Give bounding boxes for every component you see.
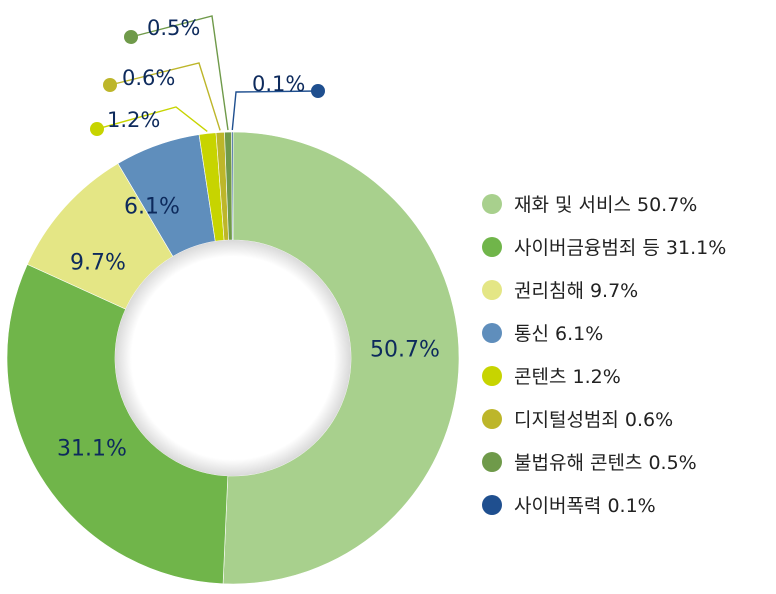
legend-swatch (482, 322, 502, 343)
legend-swatch (482, 365, 502, 386)
legend-label: 재화 및 서비스 50.7% (514, 194, 698, 216)
leader-line-7 (130, 15, 229, 131)
legend-label: 권리침해 9.7% (514, 280, 639, 302)
legend-label: 사이버금융범죄 등 31.1% (514, 237, 727, 259)
data-label-5: 1.2% (107, 108, 160, 132)
legend-swatch (482, 451, 502, 472)
slices-group (6, 131, 460, 585)
leader-dot-6 (103, 78, 117, 92)
data-label-6: 0.6% (122, 66, 175, 90)
chart-legend: 재화 및 서비스 50.7% 사이버금융범죄 등 31.1% 권리침해 9.7% 통신… (482, 182, 726, 526)
legend-swatch (482, 408, 502, 429)
legend-swatch (482, 236, 502, 257)
legend-item-6: 디지털성범죄 0.6% (482, 397, 726, 440)
legend-label: 콘텐츠 1.2% (514, 366, 621, 388)
legend-item-1: 재화 및 서비스 50.7% (482, 182, 726, 225)
legend-item-5: 콘텐츠 1.2% (482, 354, 726, 397)
legend-label: 불법유해 콘텐츠 0.5% (514, 452, 697, 474)
legend-item-4: 통신 6.1% (482, 311, 726, 354)
leader-dot-7 (124, 30, 138, 44)
legend-item-7: 불법유해 콘텐츠 0.5% (482, 440, 726, 483)
data-label-2: 31.1% (57, 437, 127, 462)
data-label-1: 50.7% (370, 338, 440, 363)
donut-hole (115, 240, 351, 476)
leader-line-8 (231, 90, 319, 131)
data-label-7: 0.5% (147, 16, 200, 40)
leader-line-5 (96, 106, 208, 133)
data-label-8: 0.1% (252, 72, 305, 96)
leader-dot-5 (90, 122, 104, 136)
legend-item-3: 권리침해 9.7% (482, 268, 726, 311)
legend-label: 사이버폭력 0.1% (514, 495, 656, 517)
legend-label: 디지털성범죄 0.6% (514, 409, 674, 431)
leader-line-6 (109, 62, 221, 131)
data-label-4: 6.1% (124, 195, 180, 220)
legend-swatch (482, 279, 502, 300)
data-label-3: 9.7% (70, 251, 126, 276)
leader-dot-8 (311, 84, 325, 98)
legend-label: 통신 6.1% (514, 323, 604, 345)
labels-group: 50.7% 31.1% 9.7% 6.1% 1.2% 0.6% 0.5% 0.1% (57, 15, 440, 462)
legend-swatch (482, 193, 502, 214)
legend-item-8: 사이버폭력 0.1% (482, 483, 726, 526)
legend-swatch (482, 494, 502, 515)
legend-item-2: 사이버금융범죄 등 31.1% (482, 225, 726, 268)
